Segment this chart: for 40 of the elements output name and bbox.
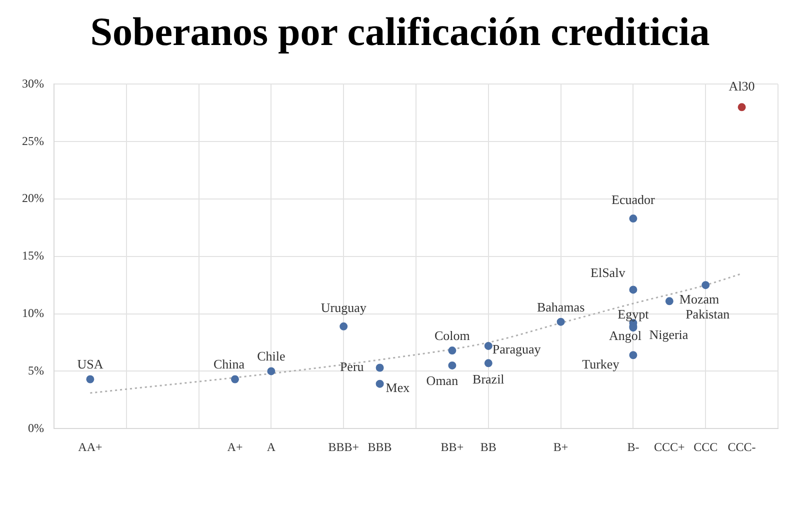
x-tick-label: B- [627,440,640,454]
x-tick-label: BB [480,440,496,454]
chart-title: Soberanos por calificación crediticia [89,8,711,55]
x-tick-label: B+ [553,440,568,454]
annotation: Pakistan [686,306,730,322]
annotation: Paraguay [492,341,542,356]
y-tick-label: 10% [22,306,44,320]
annotation: Turkey [582,356,620,372]
annotation: USA [77,356,104,372]
x-tick-label: CCC- [728,440,756,454]
annotation: Mozam [679,292,720,307]
annotation: China [213,356,245,372]
annotation: Angol [608,328,642,343]
x-tick-label: BBB [368,440,392,454]
annotation: Chile [257,348,286,364]
x-tick-label: CCC+ [654,440,686,454]
y-tick-label: 25% [22,134,44,148]
y-tick-label: 20% [22,191,44,206]
y-tick-label: 0% [28,420,44,435]
annotation: Mex [386,380,410,396]
x-tick-label: AA+ [78,440,102,454]
x-tick-label: BB+ [440,440,464,454]
annotation: Nigeria [649,327,688,342]
annotation: Egypt [618,306,650,322]
annotation: Oman [426,372,459,388]
annotation: Peru [340,359,364,374]
annotation: ElSalv [590,265,626,280]
y-tick-label: 30% [22,76,44,90]
y-tick-label: 15% [22,248,44,263]
annotation: Bahamas [536,299,585,314]
x-tick-label: A+ [227,440,243,454]
x-tick-label: A [266,440,276,454]
annotation: Colom [434,328,470,343]
annotation: Brazil [472,372,505,387]
x-tick-label: CCC [694,440,718,454]
x-tick-label: BBB+ [328,440,360,454]
annotation: Uruguay [320,300,367,315]
annotation: Ecuador [612,192,656,207]
y-tick-label: 5% [28,363,44,378]
annotation: Al30 [728,78,755,94]
